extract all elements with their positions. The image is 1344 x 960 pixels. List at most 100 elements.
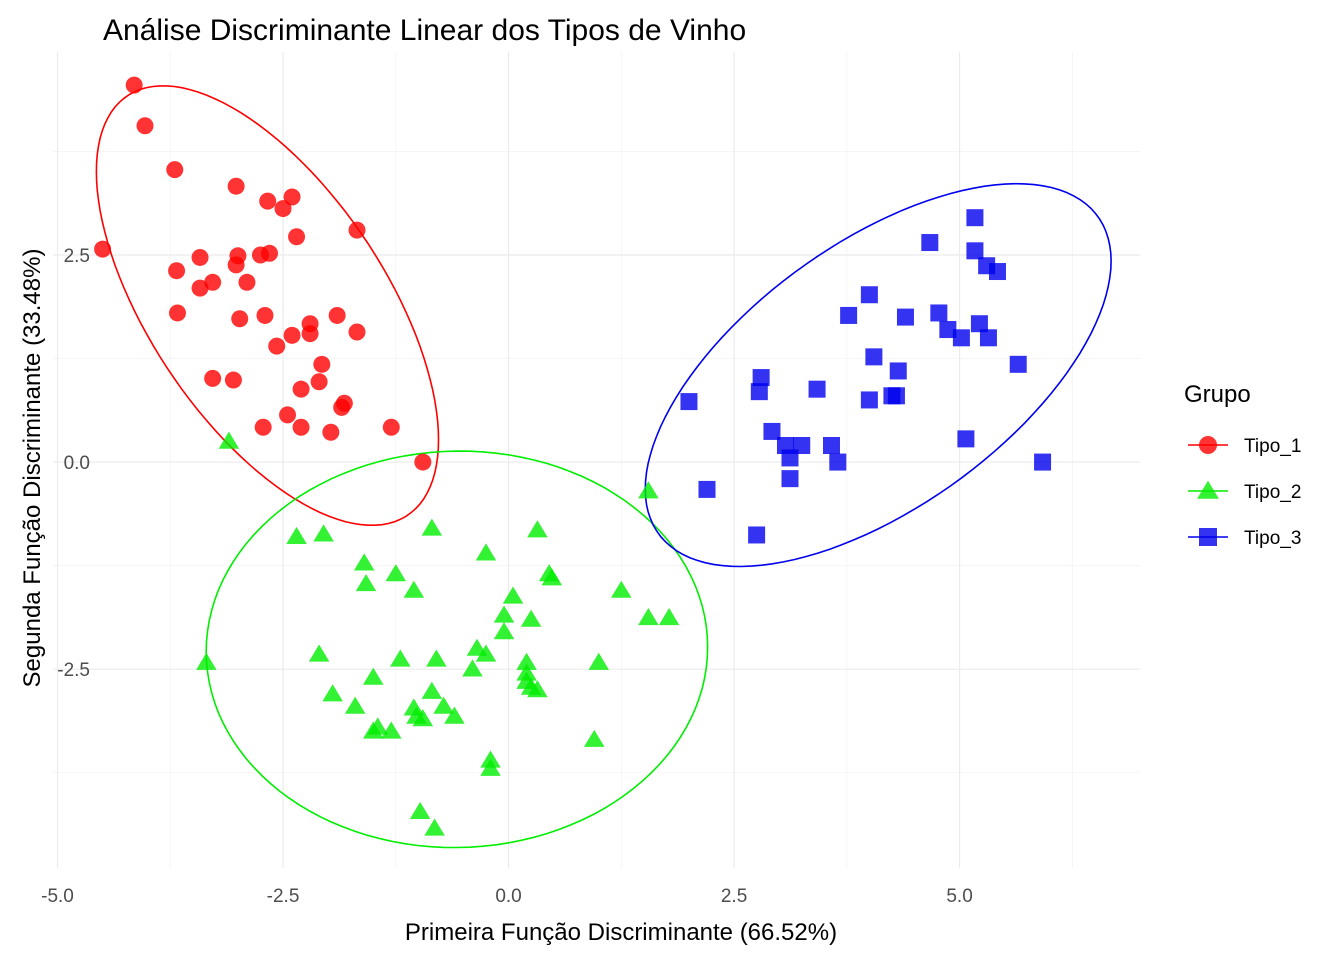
point-Tipo_1 bbox=[348, 221, 366, 239]
x-tick-label: 0.0 bbox=[495, 886, 521, 907]
point-Tipo_2 bbox=[516, 652, 537, 670]
point-Tipo_2 bbox=[480, 758, 501, 776]
point-Tipo_1 bbox=[313, 355, 331, 373]
point-Tipo_2 bbox=[362, 721, 384, 739]
legend-marker-Tipo_1 bbox=[1199, 436, 1217, 454]
point-Tipo_1 bbox=[94, 240, 112, 258]
point-Tipo_2 bbox=[658, 608, 680, 626]
y-tick-label: -2.5 bbox=[57, 660, 90, 681]
point-Tipo_3 bbox=[939, 321, 957, 339]
point-Tipo_1 bbox=[328, 306, 346, 324]
point-Tipo_1 bbox=[136, 117, 154, 135]
point-Tipo_3 bbox=[860, 391, 878, 409]
point-Tipo_3 bbox=[966, 242, 984, 260]
point-Tipo_2 bbox=[520, 677, 542, 695]
point-Tipo_1 bbox=[310, 373, 328, 391]
point-Tipo_2 bbox=[611, 580, 632, 598]
point-Tipo_1 bbox=[322, 423, 340, 441]
point-Tipo_1 bbox=[204, 369, 222, 387]
point-Tipo_3 bbox=[698, 480, 716, 498]
legend-marker-Tipo_2 bbox=[1197, 480, 1219, 499]
point-Tipo_2 bbox=[475, 644, 497, 662]
point-Tipo_2 bbox=[308, 644, 330, 662]
point-Tipo_3 bbox=[921, 234, 939, 252]
point-Tipo_2 bbox=[493, 605, 515, 623]
point-Tipo_3 bbox=[680, 393, 698, 411]
point-Tipo_1 bbox=[191, 279, 209, 297]
y-tick-label: 0.0 bbox=[64, 453, 90, 474]
point-Tipo_2 bbox=[462, 659, 483, 677]
point-Tipo_2 bbox=[433, 696, 454, 714]
legend-marker-Tipo_3 bbox=[1199, 528, 1217, 546]
point-Tipo_1 bbox=[292, 380, 310, 398]
point-Tipo_1 bbox=[301, 325, 319, 343]
point-Tipo_2 bbox=[390, 649, 411, 667]
legend-title: Grupo bbox=[1184, 381, 1251, 408]
point-Tipo_1 bbox=[191, 248, 209, 266]
point-Tipo_3 bbox=[840, 306, 858, 324]
point-Tipo_2 bbox=[475, 543, 497, 561]
point-Tipo_1 bbox=[268, 337, 286, 355]
point-Tipo_1 bbox=[283, 188, 301, 206]
x-axis-ticks: -5.0 -2.5 0.0 2.5 5.0 bbox=[41, 886, 973, 907]
point-Tipo_2 bbox=[218, 431, 240, 449]
x-tick-label: 2.5 bbox=[721, 886, 747, 907]
point-Tipo_2 bbox=[344, 696, 366, 714]
point-Tipo_2 bbox=[493, 622, 515, 640]
point-Tipo_2 bbox=[426, 649, 447, 667]
point-Tipo_3 bbox=[865, 348, 883, 366]
point-Tipo_1 bbox=[288, 228, 306, 246]
x-tick-label: -5.0 bbox=[41, 886, 74, 907]
point-Tipo_1 bbox=[283, 326, 301, 344]
point-Tipo_2 bbox=[583, 729, 605, 747]
point-Tipo_1 bbox=[231, 310, 249, 328]
point-Tipo_1 bbox=[254, 418, 272, 436]
point-Tipo_1 bbox=[125, 76, 143, 94]
point-Tipo_2 bbox=[322, 684, 343, 702]
point-Tipo_2 bbox=[588, 652, 610, 670]
point-Tipo_1 bbox=[256, 306, 274, 324]
x-tick-label: 5.0 bbox=[946, 886, 972, 907]
point-Tipo_2 bbox=[541, 568, 563, 586]
point-Tipo_3 bbox=[748, 526, 766, 544]
point-Tipo_1 bbox=[335, 394, 353, 412]
point-Tipo_2 bbox=[502, 586, 524, 604]
point-Tipo_2 bbox=[424, 818, 445, 836]
y-axis-title: Segunda Função Discriminante (33.48%) bbox=[19, 249, 46, 688]
point-Tipo_3 bbox=[988, 263, 1006, 281]
point-Tipo_3 bbox=[1009, 355, 1027, 373]
legend-label-Tipo_3: Tipo_3 bbox=[1244, 528, 1301, 549]
point-Tipo_2 bbox=[355, 574, 377, 592]
point-Tipo_2 bbox=[385, 564, 407, 582]
point-Tipo_2 bbox=[409, 801, 431, 819]
point-Tipo_3 bbox=[829, 453, 847, 471]
point-Tipo_1 bbox=[227, 256, 245, 274]
legend: Grupo Tipo_1 Tipo_2 Tipo_3 bbox=[1184, 381, 1301, 549]
point-Tipo_2 bbox=[286, 526, 307, 544]
point-Tipo_1 bbox=[382, 418, 400, 436]
legend-label-Tipo_1: Tipo_1 bbox=[1244, 436, 1301, 457]
point-Tipo_3 bbox=[970, 315, 988, 333]
point-Tipo_1 bbox=[292, 418, 310, 436]
point-Tipo_2 bbox=[381, 721, 402, 739]
point-Tipo_3 bbox=[781, 449, 799, 467]
x-axis-title: Primeira Função Discriminante (66.52%) bbox=[405, 919, 837, 946]
point-Tipo_3 bbox=[952, 329, 970, 347]
point-Tipo_1 bbox=[168, 262, 186, 280]
plot-grid bbox=[53, 52, 1140, 868]
point-Tipo_1 bbox=[168, 304, 186, 322]
point-Tipo_2 bbox=[412, 709, 434, 727]
y-axis-ticks: -2.5 0.0 2.5 bbox=[57, 246, 90, 681]
point-Tipo_1 bbox=[348, 323, 366, 341]
point-Tipo_2 bbox=[520, 609, 542, 627]
point-Tipo_1 bbox=[227, 177, 245, 195]
point-Tipo_1 bbox=[260, 244, 278, 262]
point-Tipo_2 bbox=[362, 667, 384, 685]
point-Tipo_3 bbox=[957, 430, 975, 448]
point-Tipo_3 bbox=[887, 387, 905, 405]
point-Tipo_2 bbox=[421, 518, 443, 536]
point-Tipo_2 bbox=[353, 553, 375, 571]
point-Tipo_2 bbox=[313, 524, 334, 542]
